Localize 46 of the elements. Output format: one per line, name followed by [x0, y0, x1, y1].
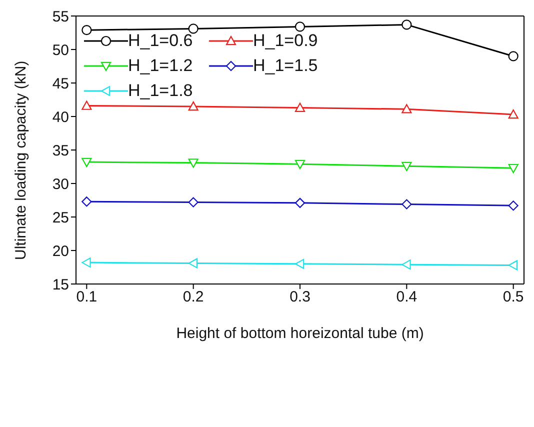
y-tick-label: 40 — [52, 108, 69, 126]
y-axis-title: Ultimate loading capacity (kN) — [12, 60, 30, 260]
x-axis-title: Height of bottom horeizontal tube (m) — [176, 325, 424, 342]
point — [188, 197, 198, 208]
point — [294, 198, 306, 208]
point — [294, 258, 304, 269]
point — [508, 51, 518, 62]
point — [402, 104, 412, 114]
x-tick-label: 0.4 — [396, 288, 418, 306]
y-tick-label: 35 — [52, 142, 69, 160]
point — [294, 160, 306, 170]
point — [402, 20, 412, 30]
point — [188, 101, 198, 111]
point — [508, 164, 518, 174]
legend-label: H_1=1.5 — [253, 56, 318, 76]
point — [82, 100, 92, 110]
point — [188, 158, 198, 168]
y-tick-label: 25 — [52, 209, 69, 226]
point — [82, 158, 92, 168]
legend-label: H_1=1.8 — [128, 80, 193, 100]
legend-label: H_1=1.2 — [128, 56, 193, 76]
y-tick-label: 20 — [52, 242, 69, 260]
point — [402, 199, 412, 210]
x-tick-label: 0.5 — [502, 288, 524, 306]
point — [508, 260, 518, 270]
x-tick-label: 0.3 — [290, 288, 310, 306]
y-tick-label: 15 — [52, 276, 69, 294]
x-tick-label: 0.2 — [182, 288, 204, 306]
point — [188, 258, 198, 268]
point — [294, 102, 306, 112]
point — [294, 22, 306, 32]
point — [508, 200, 518, 211]
point — [508, 109, 518, 119]
y-tick-label: 30 — [52, 176, 69, 193]
legend-label: H_1=0.6 — [128, 30, 193, 50]
point — [188, 24, 198, 34]
y-tick-label: 55 — [52, 8, 69, 26]
point — [82, 258, 91, 268]
x-tick-label: 0.1 — [76, 288, 98, 306]
point — [402, 162, 412, 172]
y-tick-label: 50 — [52, 42, 69, 59]
point — [82, 25, 92, 36]
legend-label: H_1=0.9 — [253, 30, 318, 50]
y-tick-label: 45 — [52, 75, 69, 92]
point — [82, 196, 92, 207]
point — [402, 260, 411, 270]
